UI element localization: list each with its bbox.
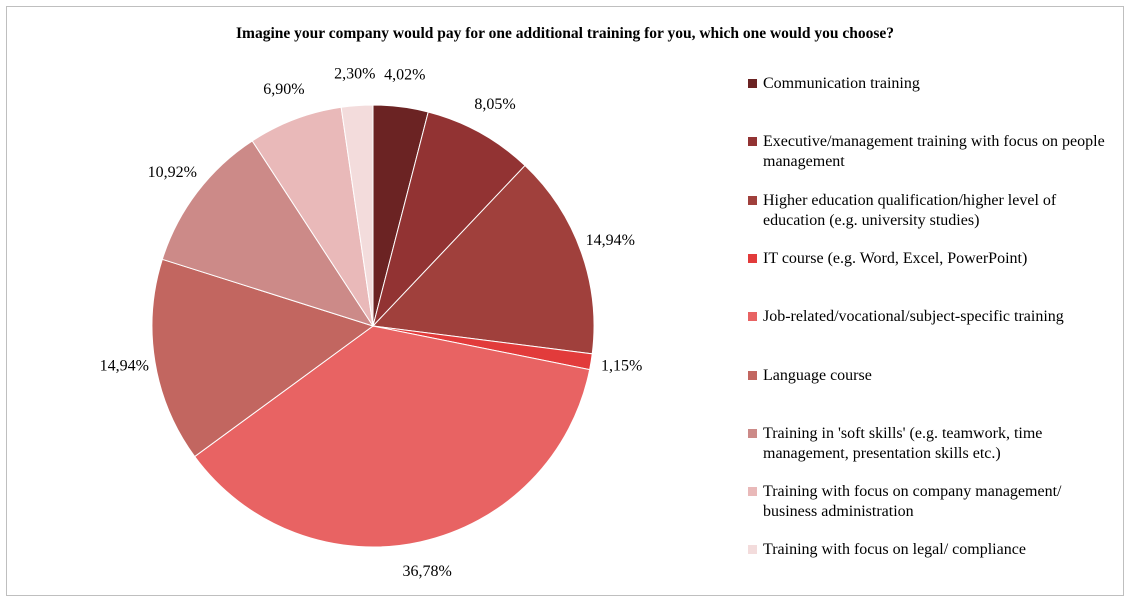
legend-entry: Training in 'soft skills' (e.g. teamwork…: [748, 424, 1118, 464]
legend-label: Training with focus on company managemen…: [763, 483, 1062, 521]
legend-entry: Training with focus on legal/ compliance: [748, 540, 1118, 560]
legend-entry: Job-related/vocational/subject-specific …: [748, 307, 1118, 327]
legend-label: Training in 'soft skills' (e.g. teamwork…: [763, 424, 1043, 462]
data-label: 14,94%: [586, 232, 635, 249]
data-label: 4,02%: [384, 67, 425, 84]
legend-entry: IT course (e.g. Word, Excel, PowerPoint): [748, 249, 1118, 269]
pie-slice: [372, 111, 526, 328]
legend-entry: Training with focus on company managemen…: [748, 482, 1118, 522]
legend-label: Job-related/vocational/subject-specific …: [763, 308, 1064, 326]
legend-swatch: [748, 545, 757, 555]
data-label: 8,05%: [474, 96, 515, 113]
legend-swatch: [748, 370, 757, 380]
legend-swatch: [748, 487, 757, 497]
legend-label: IT course (e.g. Word, Excel, PowerPoint): [763, 249, 1028, 267]
pie-slice: [161, 140, 375, 327]
legend-entry: Language course: [748, 366, 1118, 386]
pie-slice: [371, 164, 595, 355]
legend-label: Executive/management training with focus…: [763, 133, 1105, 171]
chart-title: Imagine your company would pay for one a…: [236, 25, 894, 42]
data-label: 14,94%: [100, 358, 149, 375]
legend-swatch: [748, 253, 757, 263]
data-label: 6,90%: [263, 81, 304, 98]
chart-frame: [6, 6, 1124, 596]
legend-label: Communication training: [763, 75, 920, 92]
pie-slice: [340, 104, 374, 327]
data-label: 10,92%: [148, 164, 197, 181]
legend-entry: Executive/management training with focus…: [748, 132, 1118, 172]
legend-label: Language course: [763, 366, 872, 384]
legend-label: Training with focus on legal/ compliance: [763, 541, 1026, 559]
data-label: 1,15%: [601, 357, 642, 374]
legend-swatch: [748, 312, 757, 322]
legend-swatch: [748, 137, 757, 147]
pie-slice: [193, 325, 591, 548]
legend-swatch: [748, 79, 757, 88]
legend-entry: Higher education qualification/higher le…: [748, 191, 1118, 231]
legend-entry: Communication training: [748, 74, 1118, 94]
data-label: 36,78%: [403, 563, 452, 580]
legend-swatch: [748, 195, 757, 205]
legend-label: Higher education qualification/higher le…: [763, 191, 1057, 229]
data-label: 2,30%: [334, 65, 375, 82]
legend-swatch: [748, 428, 757, 438]
